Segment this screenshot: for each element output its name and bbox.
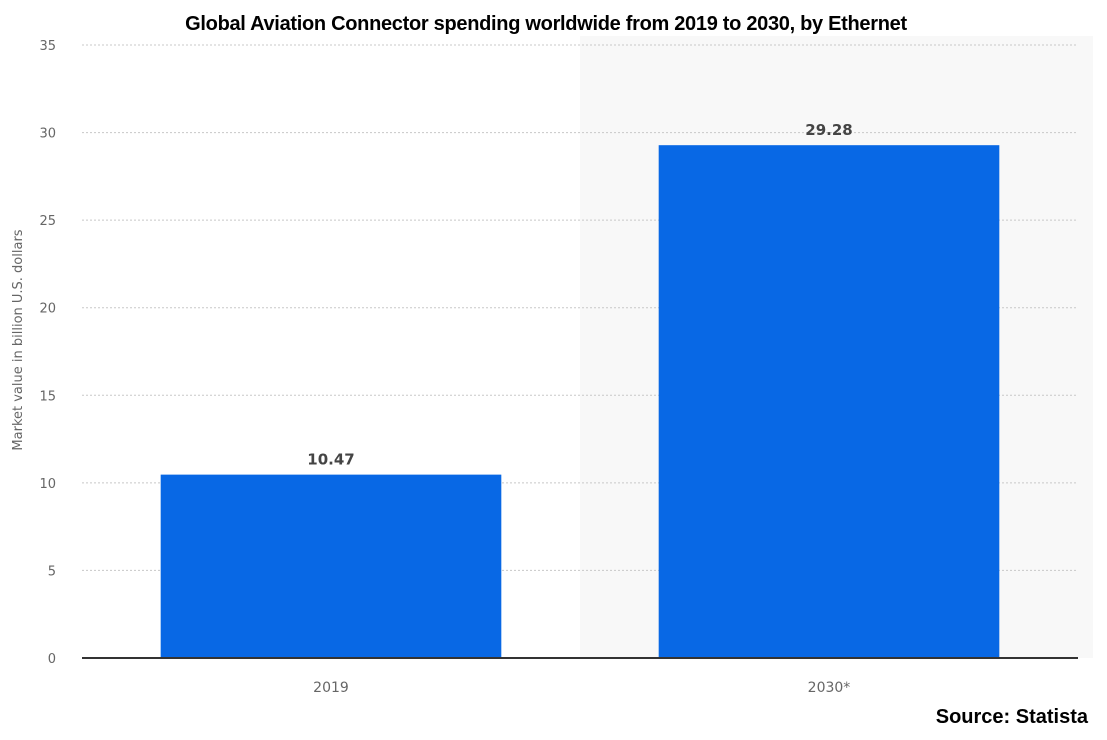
x-axis-ticks: 2019 2030* (313, 680, 850, 696)
y-tick-label: 20 (39, 302, 56, 317)
x-tick-label: 2030* (808, 680, 851, 696)
y-axis-label: Market value in billion U.S. dollars (11, 229, 26, 450)
gridlines (82, 44, 1078, 571)
y-tick-label: 0 (48, 652, 56, 667)
chart-title: Global Aviation Connector spending world… (185, 13, 907, 35)
data-label: 29.28 (805, 121, 852, 139)
x-tick-label: 2019 (313, 680, 349, 696)
y-tick-label: 30 (39, 127, 56, 142)
y-tick-label: 35 (39, 39, 56, 54)
y-axis-ticks: 0 5 10 15 20 25 30 35 (39, 39, 56, 667)
bars (160, 145, 1000, 659)
bar-2030 (658, 145, 1000, 659)
y-tick-label: 15 (39, 389, 56, 404)
y-tick-label: 10 (39, 477, 56, 492)
y-tick-label: 25 (39, 214, 56, 229)
data-label: 10.47 (307, 451, 354, 469)
data-labels: 10.47 29.28 (307, 121, 852, 468)
source-label: Source: Statista (936, 706, 1089, 728)
bar-2019 (160, 474, 502, 658)
y-tick-label: 5 (48, 564, 56, 579)
